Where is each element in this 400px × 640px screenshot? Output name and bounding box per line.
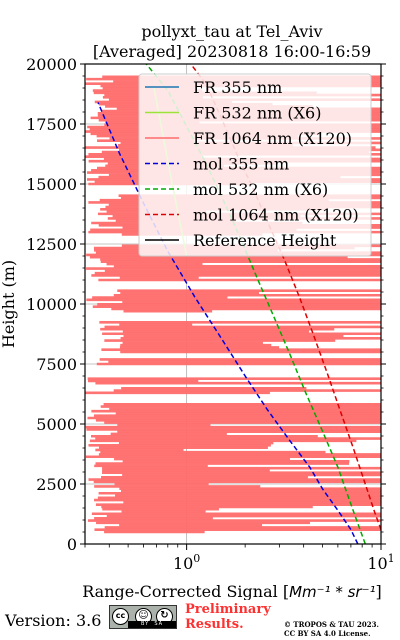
copyright-line-2: CC BY SA 4.0 License. (284, 629, 371, 638)
x-axis-label-part: Range-Corrected Signal [ (82, 582, 289, 600)
x-tick-exponent: 1 (388, 552, 395, 565)
y-tick-label: 20000 (26, 55, 77, 74)
sa-label: SA (154, 621, 164, 627)
legend-label: FR 532 nm (X6) (193, 104, 321, 123)
x-axis-label-part: Mm⁻¹ * sr⁻¹ (289, 583, 375, 600)
copyright-notice: © TROPOS & TAU 2023. CC BY SA 4.0 Licens… (284, 620, 379, 638)
by-label: BY (140, 621, 150, 627)
x-tick-base: 10 (367, 554, 387, 573)
x-axis-label-part: ] (376, 582, 382, 600)
chart-canvas: FR 355 nm FR 532 nm (X6) FR 1064 nm (X120)… (0, 22, 395, 600)
legend-label: Reference Height (193, 231, 337, 250)
legend-label: mol 355 nm (193, 155, 289, 174)
legend-label: FR 1064 nm (X120) (193, 129, 352, 148)
y-tick-label: 0 (67, 535, 77, 554)
chart-title: pollyxt_tau at Tel_Aviv (141, 22, 322, 41)
x-tick-exponent: 0 (193, 552, 200, 565)
legend-label: mol 1064 nm (X120) (193, 206, 359, 225)
chart-subtitle: [Averaged] 20230818 16:00-16:59 (93, 42, 371, 61)
y-tick-label: 17500 (26, 115, 77, 134)
cc-license-badge: cc ☺ ↻ BY SA (109, 605, 177, 629)
y-tick-label: 15000 (26, 175, 77, 194)
legend-label: mol 532 nm (X6) (193, 180, 328, 199)
copyright-line-1: © TROPOS & TAU 2023. (284, 620, 379, 629)
y-axis-label: Height (m) (0, 260, 18, 348)
version-label: Version: 3.6 (5, 611, 102, 630)
x-axis-label: Range-Corrected Signal [Mm⁻¹ * sr⁻¹] (82, 582, 382, 600)
x-tick-label: 101 (367, 552, 394, 573)
attribution-icon: ☺ (135, 608, 152, 625)
legend-box (138, 73, 372, 257)
preliminary-notice: Preliminary Results. (185, 602, 271, 632)
y-tick-label: 10000 (26, 295, 77, 314)
mol-1064-line (190, 64, 381, 530)
x-tick-label: 100 (173, 552, 200, 573)
y-tick-label: 7500 (36, 355, 77, 374)
preliminary-line-2: Results. (185, 617, 244, 632)
y-tick-label: 12500 (26, 235, 77, 254)
x-tick-base: 10 (173, 554, 193, 573)
legend-label: FR 355 nm (193, 78, 282, 97)
cc-strip: BY SA (128, 621, 176, 628)
cc-icon: cc (112, 608, 129, 625)
preliminary-line-1: Preliminary (185, 602, 271, 617)
y-tick-label: 5000 (36, 415, 77, 434)
y-tick-label: 2500 (36, 475, 77, 494)
